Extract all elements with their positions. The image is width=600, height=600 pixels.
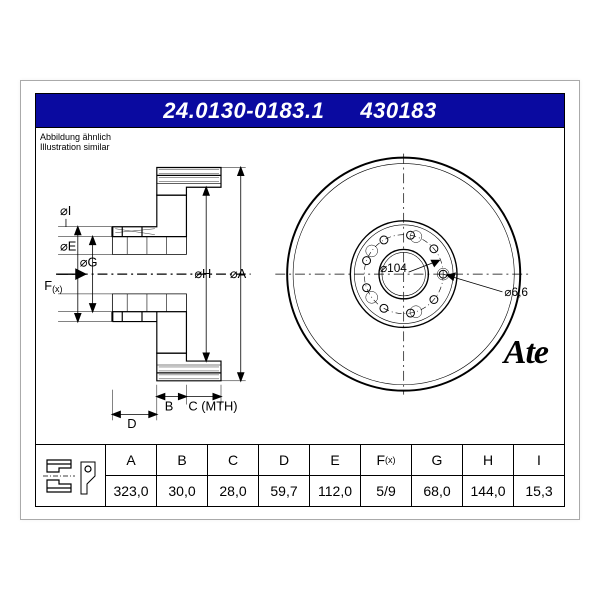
label-G: ⌀G <box>80 254 98 269</box>
label-F-sub: (x) <box>52 284 62 294</box>
short-number: 430183 <box>360 98 436 124</box>
spec-col: F(x)5/9 <box>361 445 412 506</box>
spec-col: A323,0 <box>106 445 157 506</box>
disc-section-icon <box>41 452 101 500</box>
drawing-area: ⌀I ⌀E ⌀G ⌀H ⌀A F(x) B C (MTH) D <box>36 128 564 444</box>
technical-drawing: ⌀I ⌀E ⌀G ⌀H ⌀A F(x) B C (MTH) D <box>36 128 564 444</box>
spec-col-value: 28,0 <box>208 476 258 506</box>
drawing-sheet: 24.0130-0183.1 430183 Abbildung ähnlich … <box>20 80 580 520</box>
spec-col: B30,0 <box>157 445 208 506</box>
label-F: F <box>44 278 52 293</box>
spec-col-header: D <box>259 445 309 476</box>
spec-col-value: 59,7 <box>259 476 309 506</box>
spec-col-header: F(x) <box>361 445 411 476</box>
spec-col-value: 112,0 <box>310 476 360 506</box>
spec-col-value: 15,3 <box>514 476 564 506</box>
spec-col-header: I <box>514 445 564 476</box>
drawing-frame: 24.0130-0183.1 430183 Abbildung ähnlich … <box>35 93 565 507</box>
spec-col-header: H <box>463 445 513 476</box>
label-E: ⌀E <box>60 238 76 253</box>
spec-col: E112,0 <box>310 445 361 506</box>
part-number: 24.0130-0183.1 <box>163 98 324 124</box>
title-bar: 24.0130-0183.1 430183 <box>36 94 564 128</box>
spec-col: D59,7 <box>259 445 310 506</box>
spec-col-header: C <box>208 445 258 476</box>
spec-col: G68,0 <box>412 445 463 506</box>
label-center-dia: ⌀104 <box>380 261 407 275</box>
spec-col: H144,0 <box>463 445 514 506</box>
spec-col-header: B <box>157 445 207 476</box>
spec-col-value: 5/9 <box>361 476 411 506</box>
spec-col-value: 30,0 <box>157 476 207 506</box>
label-I: ⌀I <box>60 203 71 218</box>
brand-logo: Ate <box>504 334 548 372</box>
spec-col-header: A <box>106 445 156 476</box>
label-C: C (MTH) <box>188 398 237 413</box>
spec-col-value: 144,0 <box>463 476 513 506</box>
spec-col: I15,3 <box>514 445 564 506</box>
label-A: ⌀A <box>230 266 247 281</box>
label-H: ⌀H <box>194 266 211 281</box>
spec-col: C28,0 <box>208 445 259 506</box>
label-hole-dia: ⌀6,6 <box>504 285 528 299</box>
spec-table: A323,0B30,0C28,0D59,7E112,0F(x)5/9G68,0H… <box>36 444 564 506</box>
spec-col-header: E <box>310 445 360 476</box>
spec-col-value: 68,0 <box>412 476 462 506</box>
spec-icon-cell <box>36 445 106 506</box>
label-B: B <box>165 398 174 413</box>
spec-col-header: G <box>412 445 462 476</box>
spec-col-value: 323,0 <box>106 476 156 506</box>
label-D: D <box>127 416 136 431</box>
svg-text:F(x): F(x) <box>44 278 62 294</box>
